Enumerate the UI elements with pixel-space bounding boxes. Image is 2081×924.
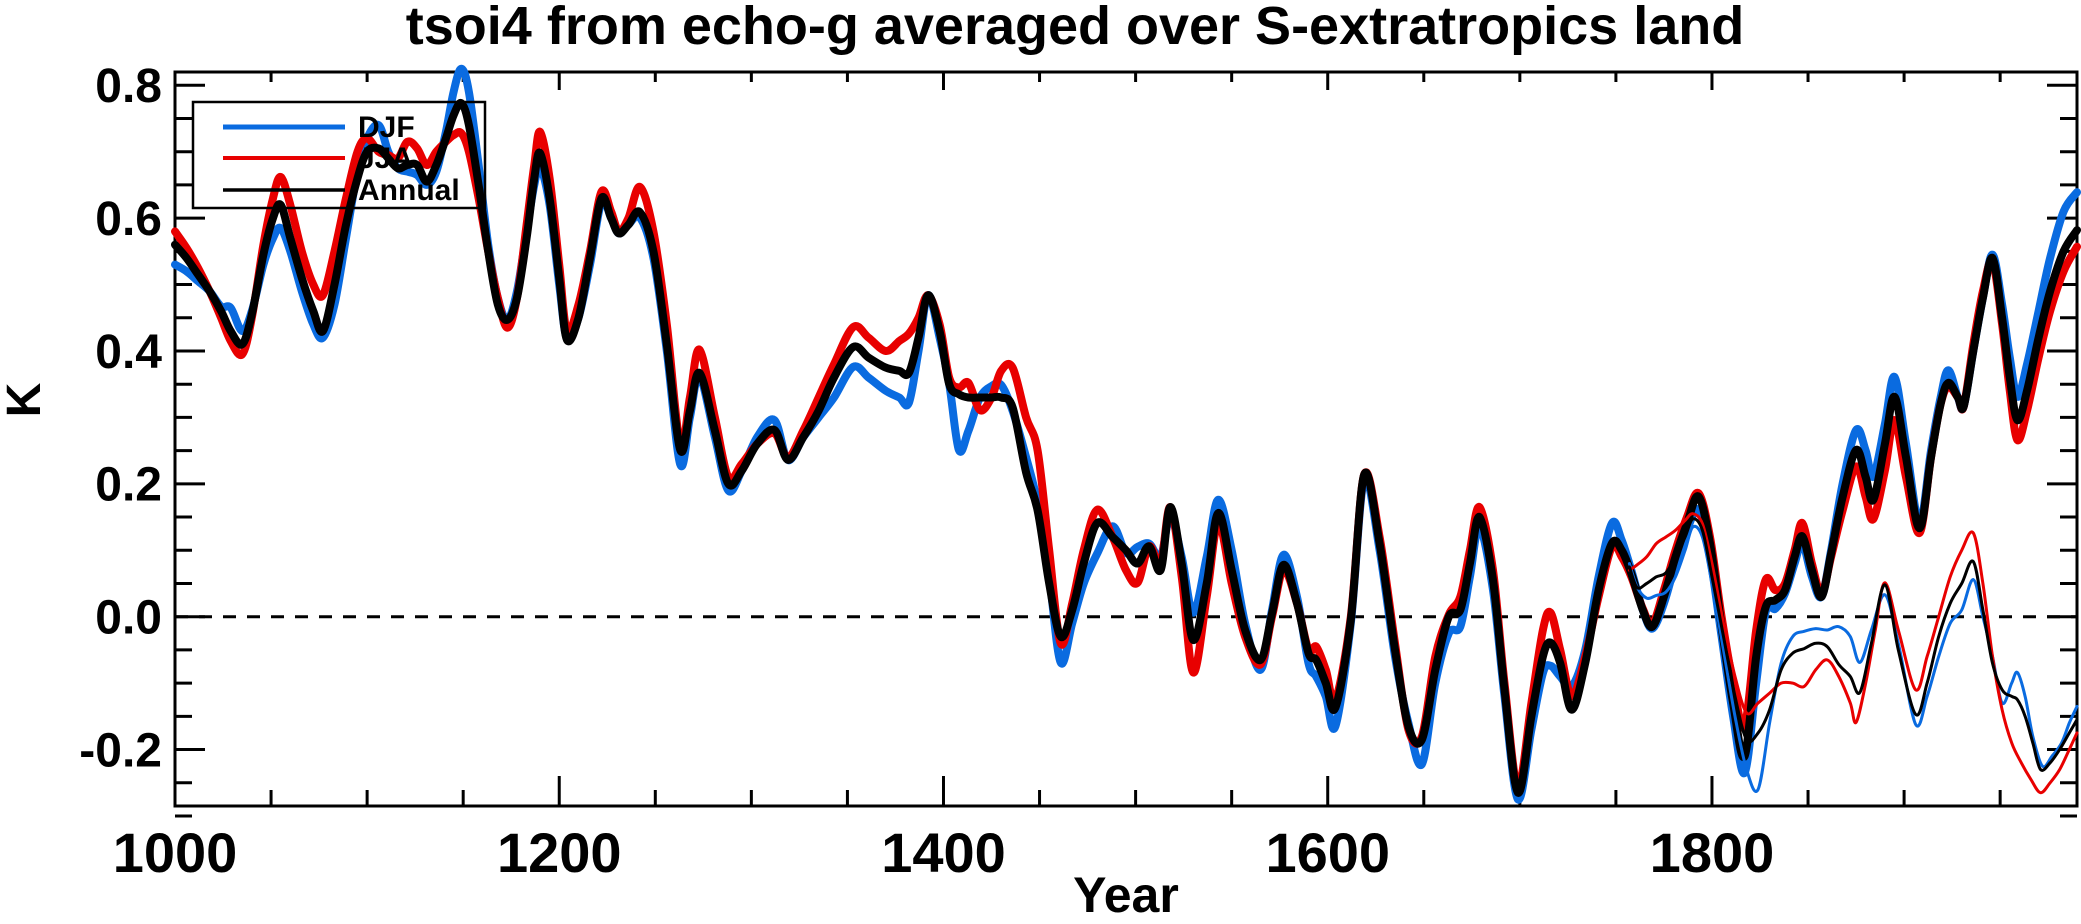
y-tick-label: 0.0 xyxy=(95,591,162,644)
x-tick-label: 1600 xyxy=(1265,821,1390,884)
series-line-jja-thin xyxy=(1627,512,2079,795)
x-tick-label: 1400 xyxy=(881,821,1006,884)
legend-label-djf: DJF xyxy=(358,111,415,144)
plot-frame xyxy=(173,70,2079,808)
axes-layer: 1000 1200 1400 1600 1800 0.8 0.6 0.4 0.2 0.0 -0.2 xyxy=(79,60,2079,884)
y-tick-label: 0.2 xyxy=(95,459,162,512)
series-line-annual xyxy=(171,99,2081,797)
legend-label-annual: Annual xyxy=(358,174,460,207)
legend-label-jja: JJA xyxy=(358,142,413,175)
x-tick-label: 1800 xyxy=(1650,821,1775,884)
x-tick-label: 1000 xyxy=(113,821,238,884)
series-layer xyxy=(171,64,2081,804)
series-line-djf xyxy=(171,64,2081,804)
series-line-annual-thin xyxy=(1627,517,2079,772)
x-tick-label: 1200 xyxy=(497,821,622,884)
y-axis-label: K xyxy=(0,382,51,417)
x-axis-label: Year xyxy=(1073,867,1179,923)
y-tick-label: 0.6 xyxy=(95,193,162,246)
y-tick-label: 0.4 xyxy=(95,326,162,379)
chart-title: tsoi4 from echo-g averaged over S-extrat… xyxy=(406,0,1744,56)
y-tick-label: 0.8 xyxy=(95,60,162,113)
legend-box xyxy=(191,100,487,210)
y-tick-label: -0.2 xyxy=(79,724,162,777)
series-line-djf-thin xyxy=(1627,524,2079,793)
series-line-jja xyxy=(171,127,2081,791)
